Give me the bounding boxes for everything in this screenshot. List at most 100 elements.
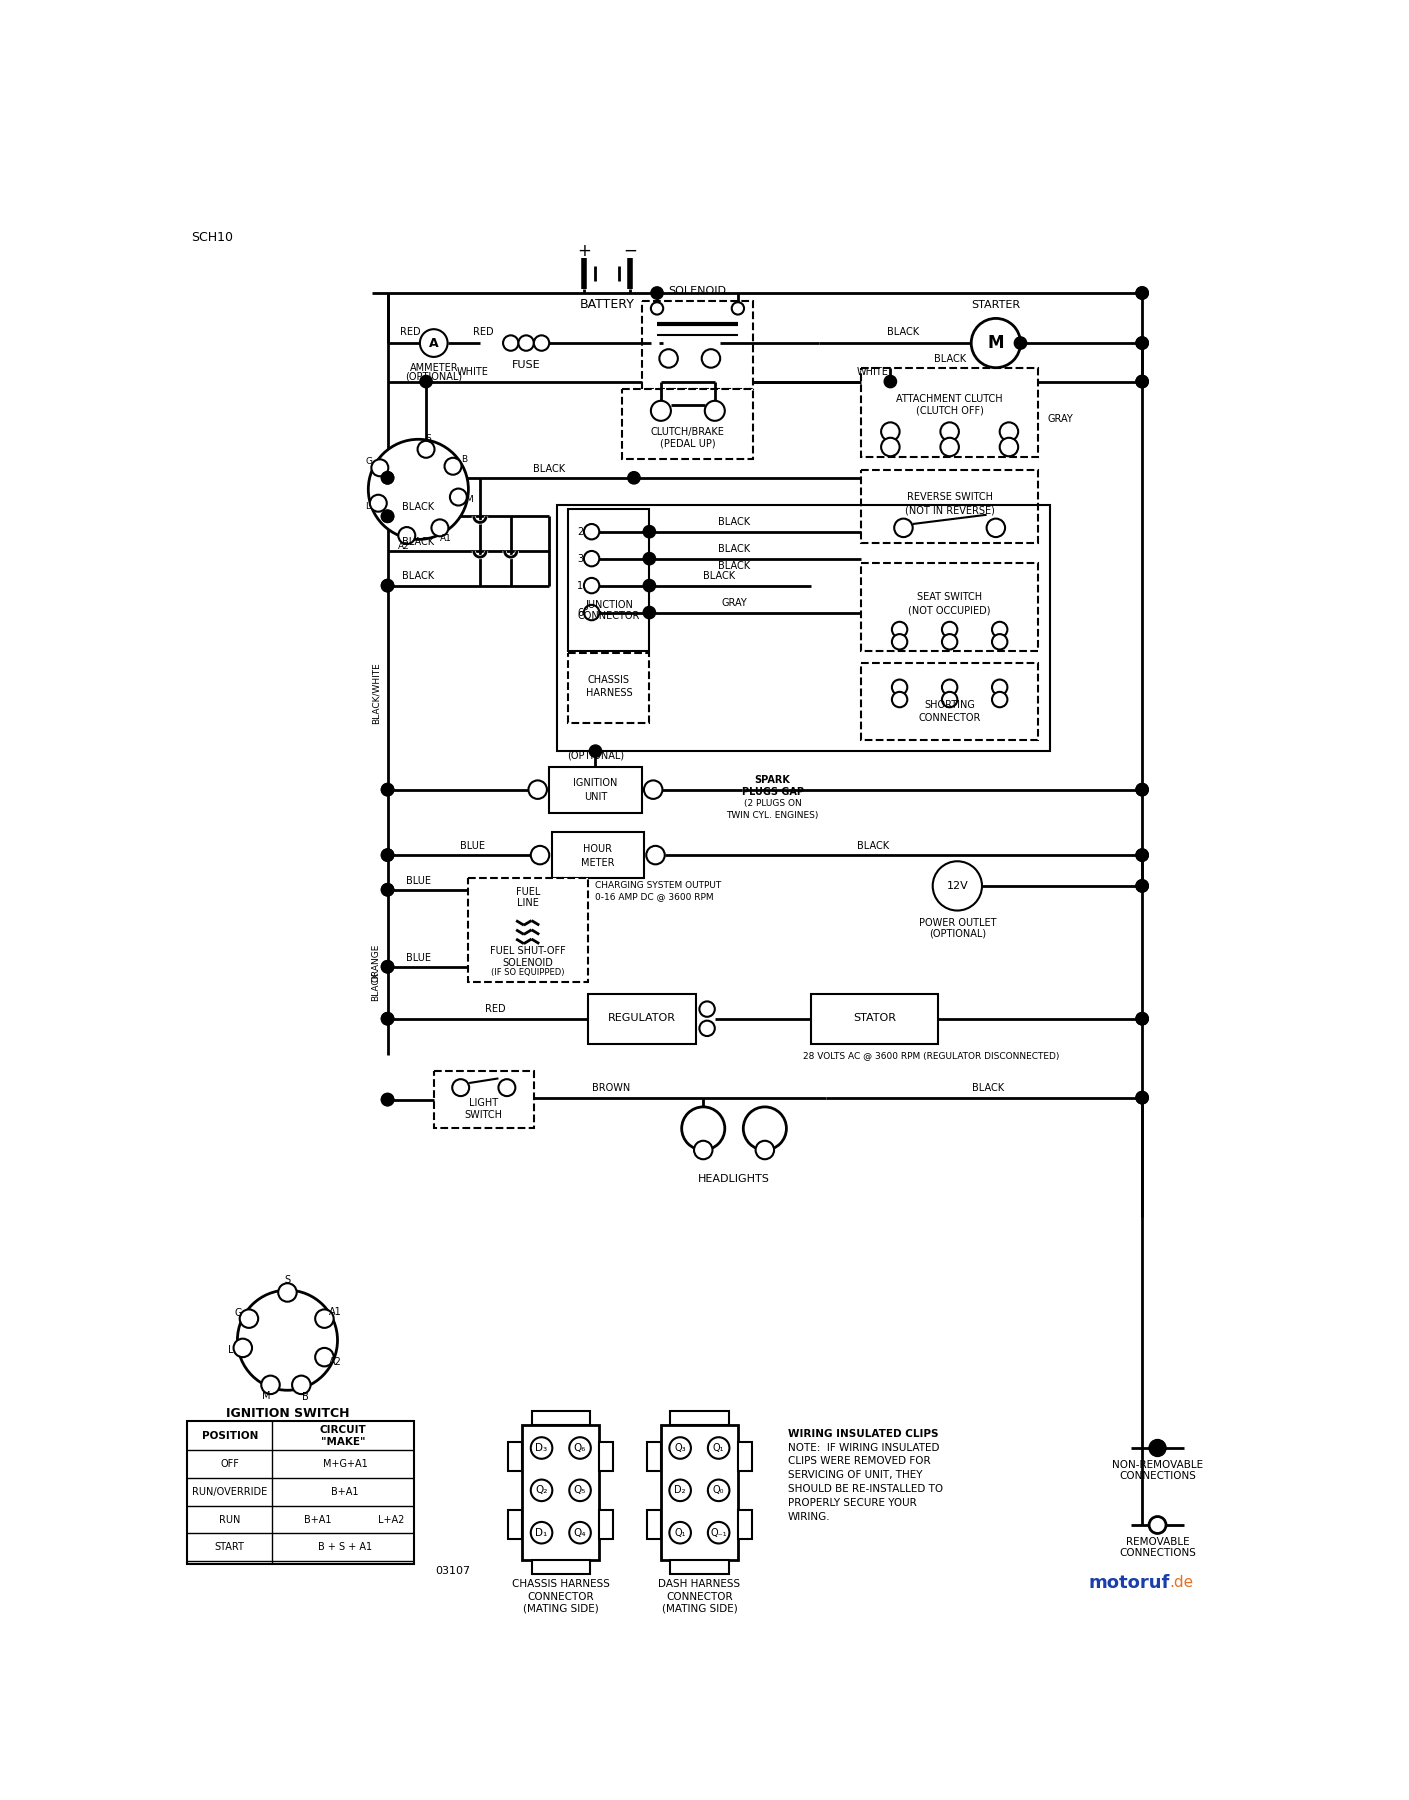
- Text: RED: RED: [485, 1004, 506, 1015]
- Circle shape: [583, 524, 599, 540]
- Circle shape: [278, 1283, 297, 1301]
- Bar: [468, 878, 588, 983]
- Circle shape: [1136, 880, 1148, 893]
- Circle shape: [940, 437, 960, 455]
- Text: 6: 6: [576, 608, 583, 617]
- Circle shape: [647, 846, 665, 864]
- Circle shape: [382, 961, 393, 974]
- Text: CLUTCH/BRAKE: CLUTCH/BRAKE: [651, 427, 724, 437]
- Text: CIRCUIT: CIRCUIT: [320, 1426, 366, 1435]
- Circle shape: [1136, 850, 1148, 860]
- Bar: [599, 1510, 613, 1539]
- Circle shape: [992, 680, 1007, 695]
- Circle shape: [881, 437, 899, 455]
- Text: (OPTIONAL): (OPTIONAL): [566, 751, 624, 760]
- Text: B: B: [302, 1391, 309, 1402]
- Circle shape: [369, 495, 387, 511]
- Bar: [531, 1559, 590, 1573]
- Text: (NOT OCCUPIED): (NOT OCCUPIED): [909, 605, 991, 616]
- Circle shape: [992, 621, 1007, 637]
- Text: RUN/OVERRIDE: RUN/OVERRIDE: [192, 1487, 268, 1498]
- Text: SOLENOID: SOLENOID: [503, 958, 554, 968]
- Circle shape: [569, 1480, 590, 1501]
- Circle shape: [1150, 1517, 1167, 1534]
- Text: Q₁: Q₁: [675, 1528, 686, 1537]
- Text: METER: METER: [581, 859, 614, 868]
- Text: BLACK: BLACK: [403, 571, 434, 581]
- Circle shape: [382, 850, 393, 860]
- Circle shape: [531, 1480, 552, 1501]
- Text: SOLENOID: SOLENOID: [668, 286, 727, 297]
- Text: BLUE: BLUE: [406, 952, 431, 963]
- Text: LINE: LINE: [517, 898, 540, 907]
- Text: Q₆: Q₆: [573, 1444, 586, 1453]
- Text: Q₄: Q₄: [573, 1528, 586, 1537]
- Circle shape: [382, 472, 393, 484]
- Text: BLACK: BLACK: [972, 1084, 1005, 1093]
- Circle shape: [1136, 850, 1148, 860]
- Text: B + S + A1: B + S + A1: [318, 1543, 372, 1552]
- Text: (NOT IN REVERSE): (NOT IN REVERSE): [905, 506, 995, 515]
- Circle shape: [943, 680, 957, 695]
- Circle shape: [316, 1309, 334, 1328]
- Text: L: L: [365, 502, 371, 511]
- Circle shape: [971, 319, 1020, 367]
- Text: RED: RED: [473, 328, 495, 337]
- Text: A1: A1: [440, 535, 452, 544]
- Circle shape: [583, 578, 599, 594]
- Bar: [623, 389, 754, 459]
- Circle shape: [892, 634, 907, 650]
- Circle shape: [1000, 423, 1019, 441]
- Text: G: G: [234, 1307, 242, 1318]
- Text: GRAY: GRAY: [1047, 414, 1074, 423]
- Bar: [861, 369, 1038, 457]
- Circle shape: [261, 1375, 280, 1395]
- Circle shape: [885, 376, 896, 387]
- Circle shape: [1136, 337, 1148, 349]
- Circle shape: [531, 1436, 552, 1458]
- Circle shape: [895, 518, 913, 536]
- Circle shape: [744, 1107, 786, 1150]
- Text: BLUE: BLUE: [406, 875, 431, 886]
- Bar: [661, 1426, 738, 1559]
- Circle shape: [382, 580, 393, 592]
- Circle shape: [669, 1523, 690, 1543]
- Text: CHARGING SYSTEM OUTPUT: CHARGING SYSTEM OUTPUT: [596, 882, 721, 891]
- Circle shape: [699, 1001, 714, 1017]
- Circle shape: [707, 1523, 730, 1543]
- Text: GRAY: GRAY: [721, 598, 747, 608]
- Circle shape: [417, 441, 434, 457]
- Circle shape: [881, 423, 899, 441]
- Circle shape: [943, 691, 957, 707]
- Text: .de: .de: [1169, 1575, 1193, 1589]
- Text: Q₅: Q₅: [573, 1485, 586, 1496]
- Bar: [509, 1510, 523, 1539]
- Bar: [647, 1510, 661, 1539]
- Text: 12V: 12V: [947, 880, 968, 891]
- Text: 1: 1: [576, 581, 583, 590]
- Text: A2: A2: [330, 1357, 342, 1368]
- Circle shape: [382, 509, 393, 522]
- Text: SHOULD BE RE-INSTALLED TO: SHOULD BE RE-INSTALLED TO: [788, 1485, 943, 1494]
- Text: BLACK: BLACK: [857, 841, 889, 851]
- Text: WHITE: WHITE: [857, 367, 889, 378]
- Text: Q₂: Q₂: [535, 1485, 548, 1496]
- Circle shape: [1000, 437, 1019, 455]
- Text: START: START: [214, 1543, 245, 1552]
- Circle shape: [240, 1309, 258, 1328]
- Circle shape: [372, 459, 389, 477]
- Circle shape: [992, 634, 1007, 650]
- Circle shape: [643, 553, 655, 565]
- Circle shape: [382, 961, 393, 974]
- Text: CLIPS WERE REMOVED FOR: CLIPS WERE REMOVED FOR: [788, 1456, 930, 1467]
- Circle shape: [659, 349, 678, 367]
- Text: CONNECTOR: CONNECTOR: [578, 612, 640, 621]
- Circle shape: [643, 580, 655, 592]
- Text: CONNECTOR: CONNECTOR: [527, 1591, 595, 1602]
- Text: IGNITION: IGNITION: [573, 778, 617, 788]
- Text: RED: RED: [400, 328, 421, 337]
- Bar: [861, 562, 1038, 652]
- Text: WIRING.: WIRING.: [788, 1512, 830, 1523]
- Circle shape: [702, 349, 720, 367]
- Text: CHASSIS: CHASSIS: [588, 675, 630, 686]
